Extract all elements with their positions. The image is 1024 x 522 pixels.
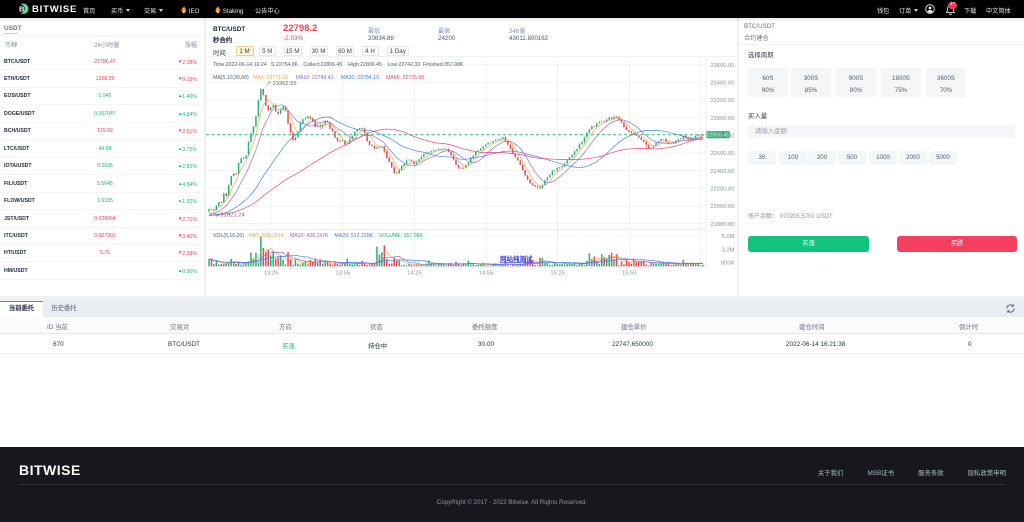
svg-text:23400.00: 23400.00 [710, 81, 734, 87]
svg-text:800K: 800K [721, 261, 735, 267]
svg-text:23200.00: 23200.00 [710, 98, 734, 104]
svg-text:15:55: 15:55 [622, 271, 637, 277]
svg-text:22200.00: 22200.00 [710, 186, 734, 192]
svg-text:13:55: 13:55 [336, 271, 351, 277]
svg-text:14:25: 14:25 [407, 271, 422, 277]
svg-text:5.6M: 5.6M [722, 234, 735, 240]
svg-text:21800.00: 21800.00 [710, 222, 734, 228]
svg-text:23600.00: 23600.00 [710, 63, 734, 69]
svg-text:3.2M: 3.2M [722, 247, 735, 253]
svg-text:B: B [19, 5, 25, 14]
svg-text:网站纯测试: 网站纯测试 [500, 254, 533, 263]
svg-text:15:25: 15:25 [550, 271, 565, 277]
svg-text:↘ 21921.24: ↘ 21921.24 [214, 213, 245, 219]
svg-text:14:55: 14:55 [479, 271, 494, 277]
svg-text:13:25: 13:25 [264, 271, 279, 277]
svg-text:↗ 23362.55: ↗ 23362.55 [266, 81, 297, 87]
svg-text:22000.00: 22000.00 [710, 204, 734, 210]
svg-text:23000.00: 23000.00 [710, 116, 734, 122]
svg-text:22806.45: 22806.45 [707, 133, 729, 139]
svg-text:22600.00: 22600.00 [710, 151, 734, 157]
svg-text:22400.00: 22400.00 [710, 169, 734, 175]
svg-text:22800.00: 22800.00 [710, 134, 734, 140]
